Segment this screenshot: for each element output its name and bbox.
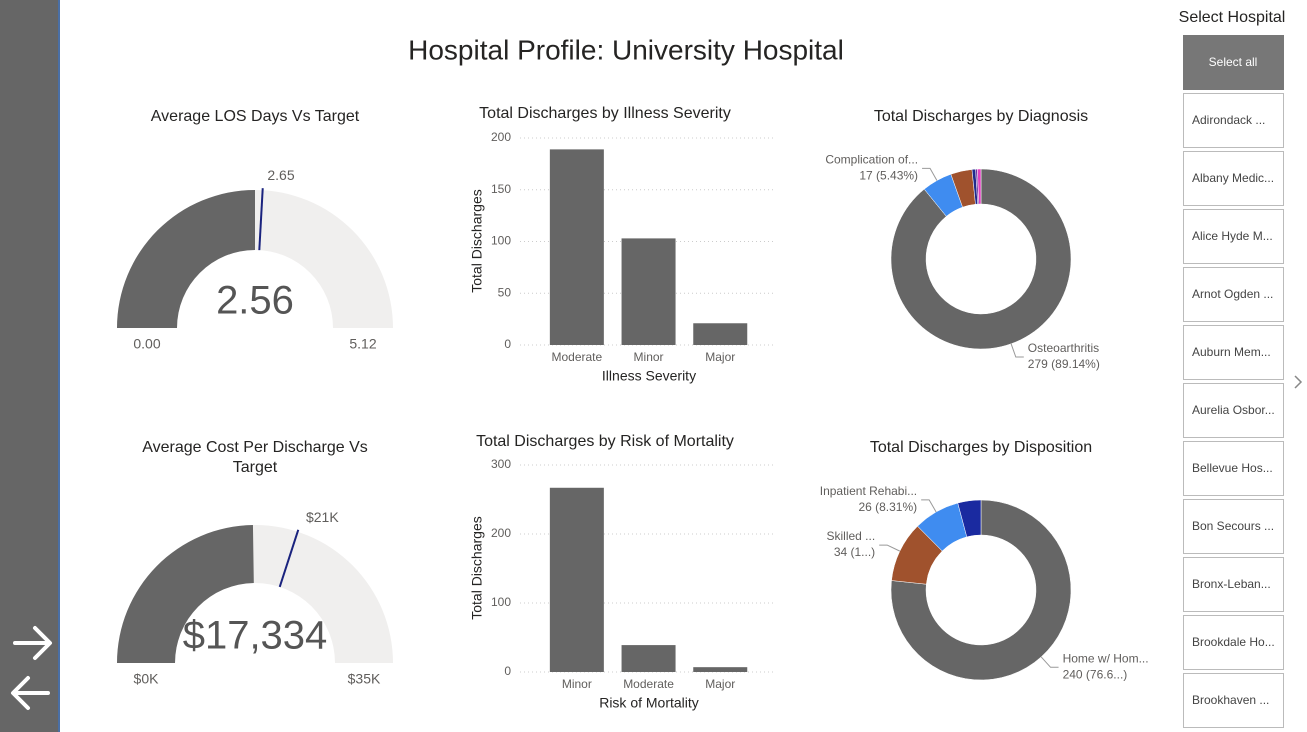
bar [621,238,676,345]
slicer-item[interactable] [1183,383,1284,438]
donut-label: Osteoarthritis [1028,341,1099,355]
leader-line [879,544,901,552]
donut-slice [957,499,982,538]
slicer-item[interactable] [1183,35,1284,90]
donut-value-label: 279 (89.14%) [1028,357,1100,371]
y-tick-label: 100 [491,234,511,248]
donut-label: Inpatient Rehabi... [820,484,917,498]
x-tick-label: Minor [634,350,664,364]
x-tick-label: Major [705,677,735,691]
slicer-item-label[interactable]: Alice Hyde M... [1192,229,1273,243]
slicer-item[interactable] [1183,557,1284,612]
gauge-value-label: 2.56 [216,279,294,323]
next-arrow[interactable] [13,626,52,660]
slicer-item-label[interactable]: Adirondack ... [1192,113,1265,127]
slicer-item[interactable] [1183,151,1284,206]
x-tick-label: Minor [562,677,592,691]
chart-title: Total Discharges by Disposition [869,439,1093,456]
slicer-item[interactable] [1183,441,1284,496]
y-tick-label: 200 [491,526,511,540]
y-tick-label: 150 [491,182,511,196]
donut-label: Home w/ Hom... [1063,651,1149,665]
sidebar-border [58,0,60,732]
bar [549,149,604,345]
gauge-min-label: $0K [134,671,160,687]
bar [621,645,676,672]
slicer-item[interactable] [1183,499,1284,554]
chart-title: Total Discharges by Illness Severity [479,105,731,122]
y-tick-label: 200 [491,130,511,144]
slicer-item[interactable] [1183,673,1284,728]
y-axis-title: Total Discharges [469,516,485,620]
y-tick-label: 0 [504,664,511,678]
bar [549,487,604,672]
gauge-value [117,525,254,663]
donut-label: Skilled ... [827,529,876,543]
gauge-max-label: $35K [348,671,381,687]
back-arrow[interactable] [11,676,50,710]
slicer-item-label[interactable]: Select all [1209,55,1258,69]
y-tick-label: 0 [504,337,511,351]
slicer-item-label[interactable]: Aurelia Osbor... [1192,403,1275,417]
slicer-scroll[interactable] [1294,375,1303,389]
donut-label: Complication of... [825,153,918,167]
gauge-min-label: 0.00 [133,336,160,352]
slicer-item[interactable] [1183,615,1284,670]
gauge-value-label: $17,334 [183,614,328,658]
gauge-value [117,190,255,328]
leader-line [1040,656,1059,668]
donut-slice [890,168,1072,350]
donut-slice [977,168,982,205]
leader-line [1010,343,1024,358]
y-tick-label: 100 [491,595,511,609]
x-tick-label: Moderate [623,677,674,691]
bar [693,667,748,672]
donut-value-label: 34 (1...) [834,545,875,559]
donut-slice [890,499,1072,681]
chart-title: Total Discharges by Diagnosis [873,108,1089,125]
slicer-title: Select Hospital [1179,9,1286,26]
slicer-item[interactable] [1183,209,1284,264]
slicer-item-label[interactable]: Brookhaven ... [1192,693,1269,707]
leader-line [922,167,938,181]
gauge-target-label: $21K [306,509,339,525]
x-axis-title: Risk of Mortality [599,695,699,711]
slicer-item[interactable] [1183,325,1284,380]
x-axis-title: Illness Severity [602,368,696,384]
x-tick-label: Moderate [551,350,602,364]
slicer-item-label[interactable]: Bon Secours ... [1192,519,1274,533]
gauge-target-label: 2.65 [267,167,294,183]
slicer-item-label[interactable]: Brookdale Ho... [1192,635,1275,649]
slicer-item-label[interactable]: Bronx-Leban... [1192,577,1271,591]
gauge-target [258,188,264,251]
slicer-item-label[interactable]: Albany Medic... [1192,171,1274,185]
leader-line [921,499,937,513]
page-title: Hospital Profile: University Hospital [408,34,844,65]
donut-value-label: 240 (76.6...) [1063,667,1128,681]
donut-value-label: 26 (8.31%) [858,500,917,514]
chart-title: Average LOS Days Vs Target [150,108,360,125]
chart-title: Total Discharges by Risk of Mortality [476,433,734,450]
x-tick-label: Major [705,350,735,364]
gauge-max-label: 5.12 [349,336,376,352]
y-tick-label: 300 [491,457,511,471]
gauge-target [278,529,300,588]
slicer-item-label[interactable]: Bellevue Hos... [1192,461,1273,475]
slicer-item[interactable] [1183,267,1284,322]
donut-value-label: 17 (5.43%) [859,169,918,183]
slicer-item-label[interactable]: Arnot Ogden ... [1192,287,1273,301]
slicer-item-label[interactable]: Auburn Mem... [1192,345,1271,359]
bar [693,323,748,345]
y-tick-label: 50 [498,285,512,299]
sidebar [0,0,58,732]
slicer-item[interactable] [1183,93,1284,148]
y-axis-title: Total Discharges [469,189,485,293]
chart-title: Average Cost Per Discharge Vs Target [142,439,368,476]
